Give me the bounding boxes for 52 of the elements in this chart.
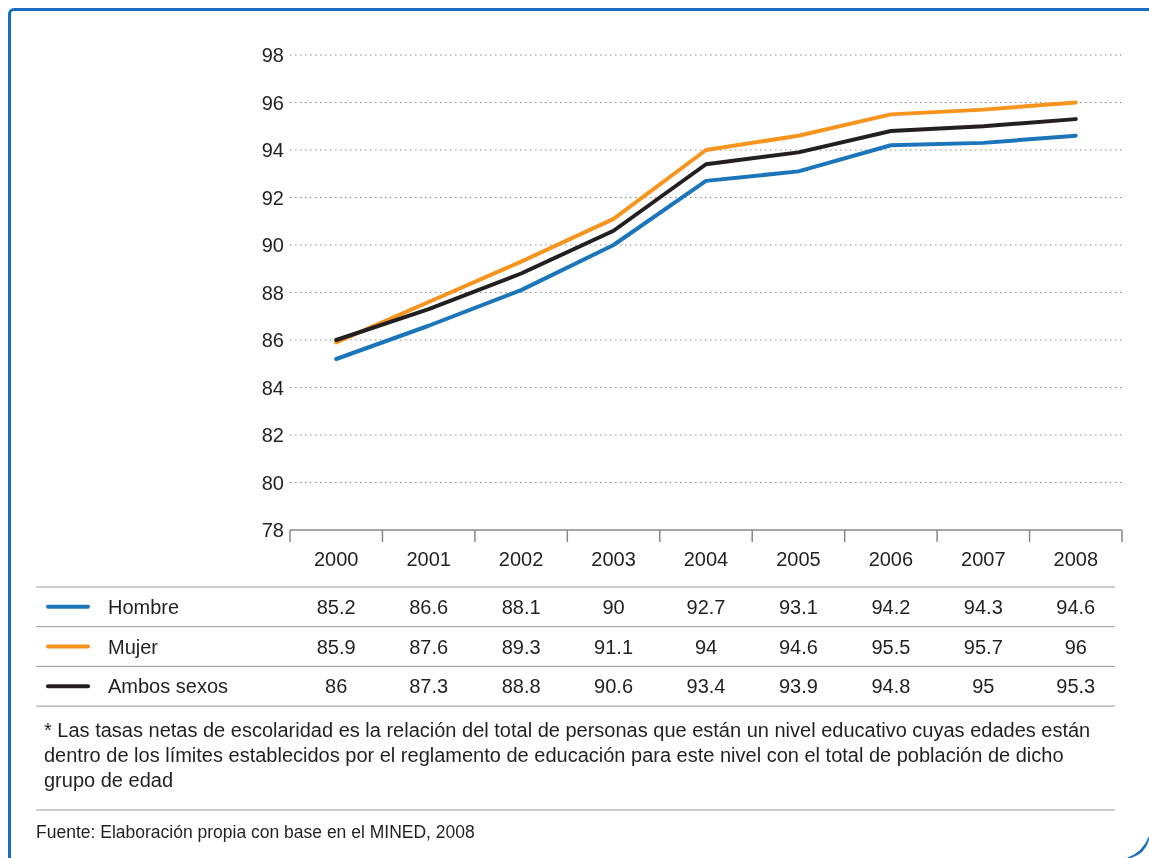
data-label: 85.2 <box>316 595 356 618</box>
y-tick-label: 80 <box>261 471 284 494</box>
data-label: 87.3 <box>409 675 449 698</box>
data-label: 94.2 <box>871 595 911 618</box>
x-tick-label: 2006 <box>868 548 914 570</box>
y-tick-label: 84 <box>261 376 284 399</box>
x-tick-label: 2008 <box>1053 548 1099 570</box>
data-label: 95.5 <box>871 635 911 658</box>
data-label: 85.9 <box>316 635 356 658</box>
data-label: 94 <box>694 635 718 658</box>
x-tick-label: 2005 <box>776 548 821 570</box>
text: * Las tasas netas de escolaridad es la relación del total de personas que están un nivel educativo cuyas edades están dentro de los límites establecidos por el reglamento de educación para este nivel con el total de población de dicho grupo de edad <box>44 718 1092 793</box>
y-tick-label: 78 <box>261 519 284 541</box>
x-tick-label: 2000 <box>313 548 359 570</box>
legend-label: Hombre <box>108 595 180 618</box>
data-label: 86.6 <box>409 595 449 618</box>
data-label: 94.8 <box>871 675 911 698</box>
x-tick-label: 2002 <box>498 548 544 570</box>
data-label: 86 <box>325 675 348 698</box>
y-tick-label: 82 <box>261 424 284 446</box>
x-tick-label: 2007 <box>961 548 1006 570</box>
data-label: 91.1 <box>594 635 634 658</box>
y-tick-label: 92 <box>261 186 284 209</box>
x-tick-label: 2004 <box>683 548 729 570</box>
data-label: 92.7 <box>686 595 726 618</box>
x-tick-label: 2001 <box>406 548 451 570</box>
legend-label: Ambos sexos <box>108 675 229 698</box>
source-note: Fuente: Elaboración propia con base en el MINED, 2008 <box>36 822 475 843</box>
data-label: 95 <box>972 675 995 698</box>
x-tick-label: 2003 <box>591 548 636 570</box>
data-label: 93.1 <box>778 595 818 618</box>
y-tick-label: 98 <box>261 44 284 66</box>
data-label: 88.1 <box>501 595 541 618</box>
data-label: 96 <box>1064 635 1087 658</box>
data-label: 90.6 <box>594 675 634 698</box>
data-label: 94.3 <box>963 595 1003 618</box>
y-tick-label: 90 <box>261 234 284 256</box>
data-label: 88.8 <box>501 675 541 698</box>
y-tick-label: 88 <box>261 281 284 304</box>
data-label: 95.7 <box>963 635 1003 658</box>
legend-label: Mujer <box>108 635 159 658</box>
data-label: 89.3 <box>501 635 541 658</box>
y-tick-label: 86 <box>261 329 284 351</box>
y-tick-label: 94 <box>261 139 284 161</box>
data-label: 87.6 <box>409 635 449 658</box>
data-label: 90 <box>602 595 625 618</box>
data-label: 94.6 <box>778 635 818 658</box>
data-label: 95.3 <box>1056 675 1096 698</box>
data-label: 93.9 <box>778 675 818 698</box>
y-tick-label: 96 <box>261 91 284 114</box>
data-label: 93.4 <box>686 675 726 698</box>
data-label: 94.6 <box>1056 595 1096 618</box>
